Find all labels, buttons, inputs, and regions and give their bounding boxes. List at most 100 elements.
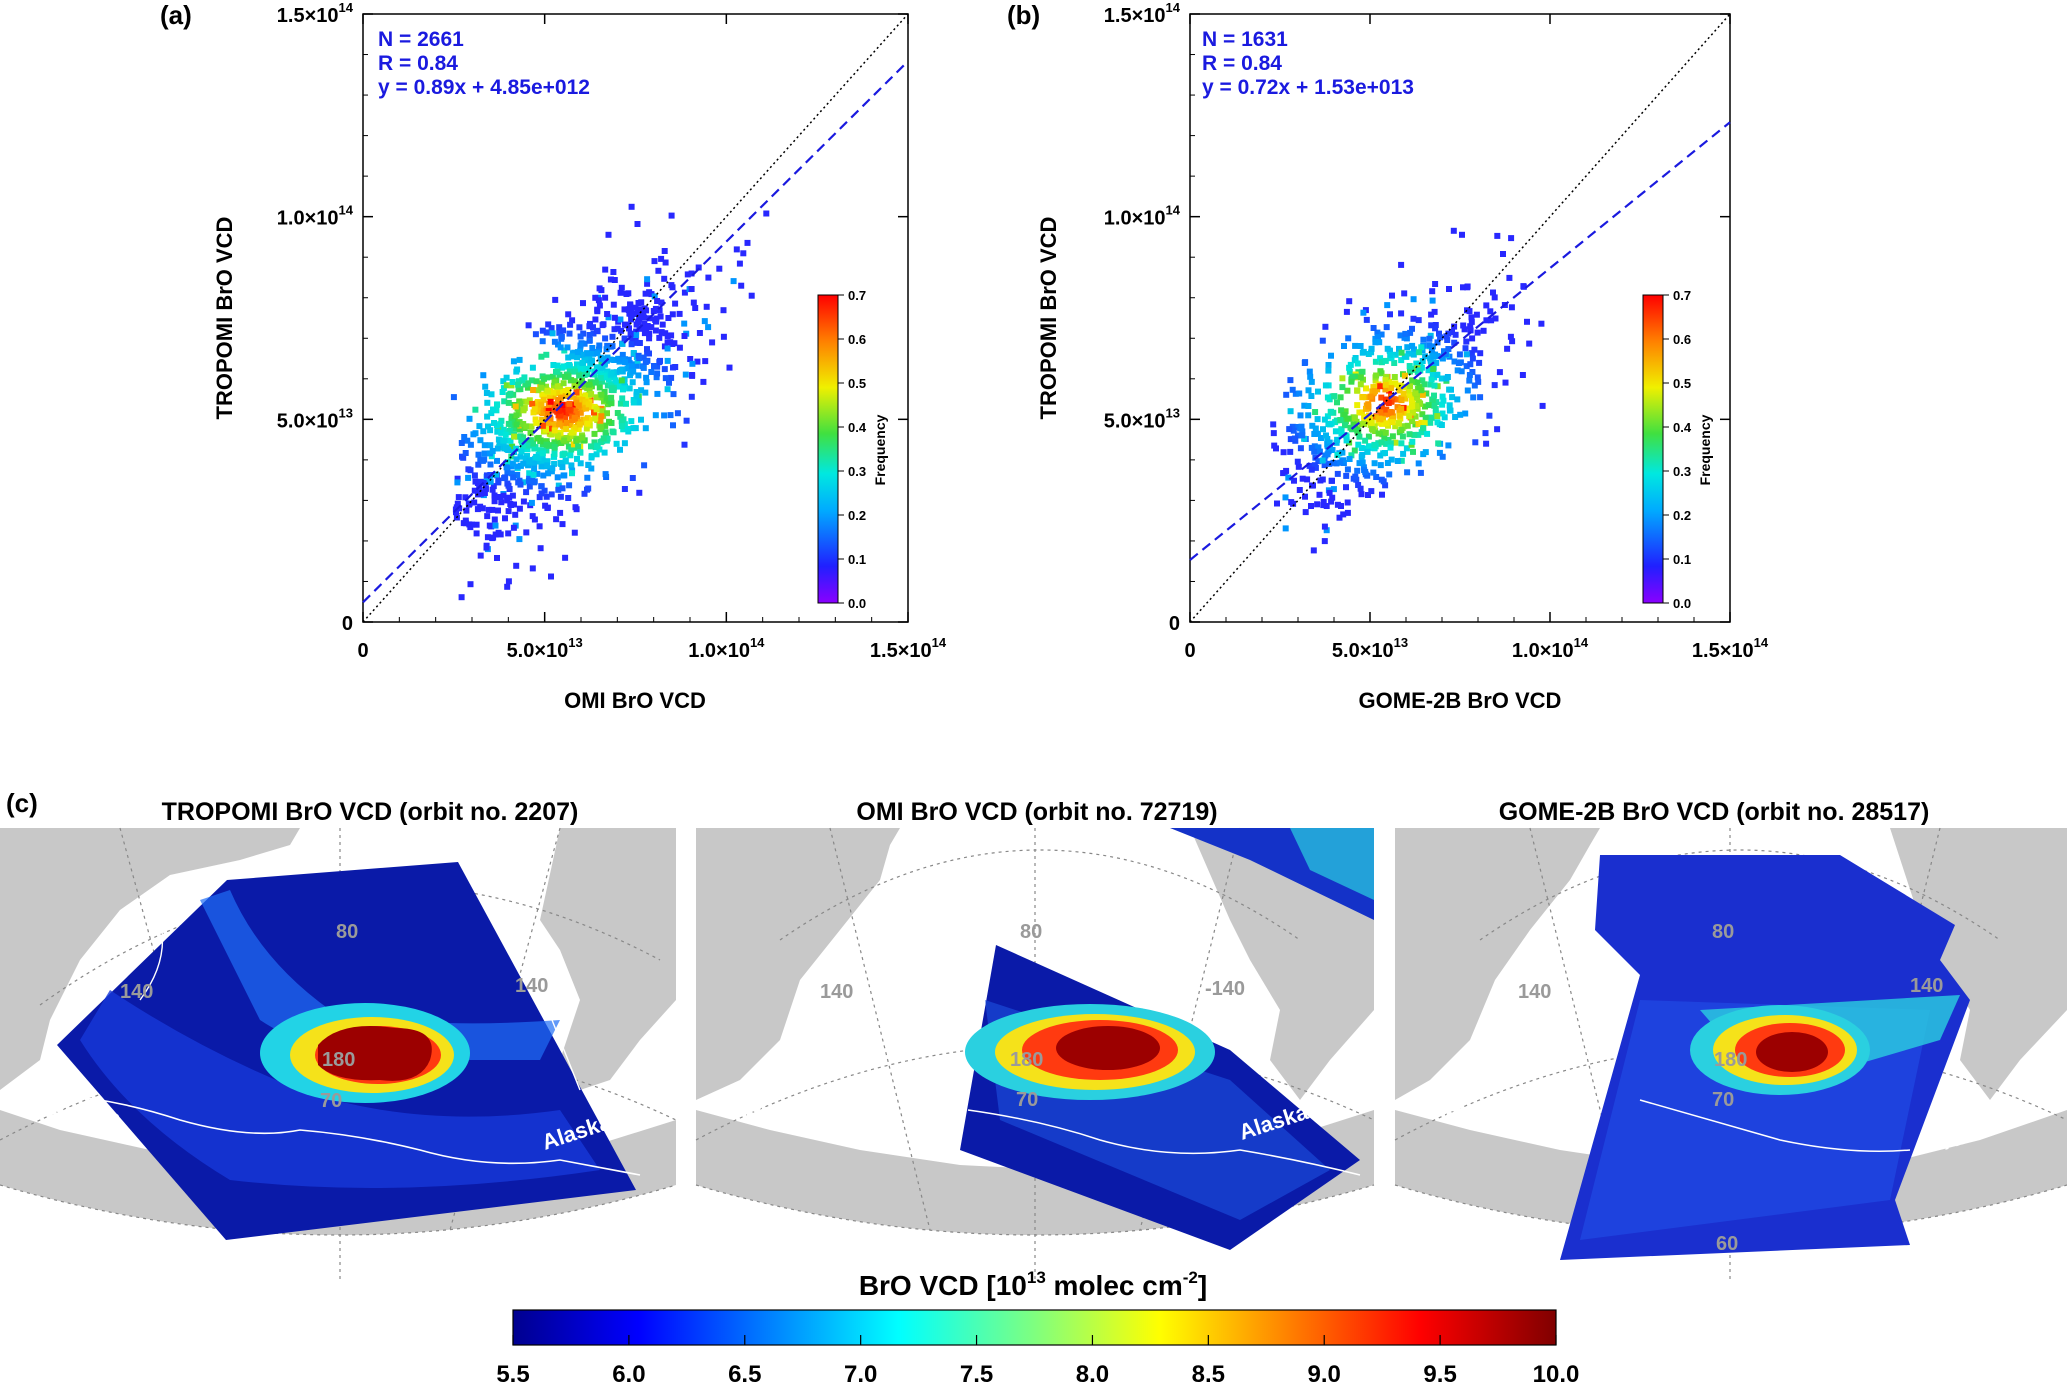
scatter-point [509,443,516,450]
scatter-point [584,371,591,378]
scatter-point [1374,329,1381,336]
scatter-point [503,382,510,389]
scatter-point [1332,428,1339,435]
scatter-point [490,406,496,413]
scatter-point [1299,428,1306,435]
scatter-point [695,264,702,271]
scatter-point [607,276,614,283]
scatter-point [609,385,616,392]
scatter-point [520,498,527,505]
scatter-point [585,461,592,468]
scatter-point [1329,447,1336,453]
scatter-point [1428,322,1435,329]
scatter-point [602,294,609,301]
scatter-point [558,333,565,340]
frequency-colorbar-ticks-b: 0.0 0.1 0.2 0.3 0.4 0.5 0.6 0.7 [1663,288,1692,611]
scatter-point [1414,379,1421,386]
scatter-point [540,410,546,416]
scatter-point [486,475,493,482]
scatter-point [1419,411,1426,418]
scatter-point [1452,414,1459,420]
scatter-point [544,374,551,381]
scatter-point [569,470,575,477]
scatter-point [607,343,614,350]
scatter-point [1317,477,1324,484]
scatter-point [502,431,509,438]
scatter-point [1459,231,1465,238]
scatter-point [619,351,626,358]
scatter-point [530,479,537,486]
scatter-point [1446,286,1452,292]
scatter-point [1311,462,1318,469]
stat-n-a: N = 2661 [378,28,464,51]
scatter-point [628,418,635,425]
scatter-point [1382,377,1389,384]
scatter-point [1418,387,1425,394]
scatter-point [655,267,662,274]
scatter-point [705,274,712,281]
scatter-point [611,277,618,283]
scatter-point [532,331,539,338]
scatter-point [1358,491,1365,498]
scatter-point [1341,343,1347,349]
scatter-point [578,378,585,384]
scatter-point [620,426,627,433]
bro-colorbar-tick-label: 7.0 [844,1361,877,1388]
scatter-point [1371,460,1378,467]
scatter-point [1403,335,1410,342]
scatter-point [487,442,494,449]
scatter-point [1355,441,1362,448]
scatter-point [1315,444,1322,451]
scatter-point [582,392,589,399]
scatter-point [1323,527,1330,534]
land-mass-omi [696,828,900,1100]
bro-colorbar-tick-label: 8.5 [1192,1361,1225,1388]
scatter-point [454,475,461,482]
scatter-point [522,455,529,462]
scatter-point [528,439,534,446]
scatter-point [1334,501,1341,508]
scatter-point [1389,292,1395,299]
scatter-point [528,423,535,430]
scatter-point [525,477,532,484]
scatter-point [1461,326,1468,333]
scatter-point [1494,232,1501,239]
scatter-point [1326,489,1333,496]
scatter-point [1394,458,1401,464]
scatter-point [555,486,562,493]
scatter-point [604,401,611,408]
scatter-point [1354,467,1361,474]
scatter-point [539,338,546,345]
scatter-point [1411,431,1418,438]
scatter-point [1438,422,1445,428]
scatter-point [608,381,615,388]
scatter-point [642,389,649,396]
scatter-point [1418,419,1425,426]
scatter-point [623,400,629,407]
scatter-point [1306,462,1313,469]
x-tick-label: 0 [1184,640,1195,662]
scatter-point [589,345,596,351]
scatter-point [558,416,564,423]
scatter-point [1382,357,1389,364]
scatter-point [514,366,521,373]
scatter-point [1456,351,1463,358]
scatter-point [1368,419,1375,426]
scatter-point [1508,235,1515,242]
scatter-point [562,373,568,380]
scatter-point [664,357,671,364]
scatter-point [515,479,522,486]
frequency-colorbar-label-a: Frequency [872,414,888,485]
scatter-point [588,465,595,472]
scatter-point [1382,386,1389,393]
scatter-point [1463,338,1470,345]
scatter-point [656,307,663,314]
scatter-point [490,534,497,541]
scatter-point [467,441,474,448]
scatter-point [454,479,461,486]
bro-colorbar-tick-label: 5.5 [496,1361,529,1388]
scatter-point [1432,406,1439,412]
scatter-point [533,453,540,460]
scatter-point [1386,471,1393,478]
scatter-point [1455,360,1462,366]
